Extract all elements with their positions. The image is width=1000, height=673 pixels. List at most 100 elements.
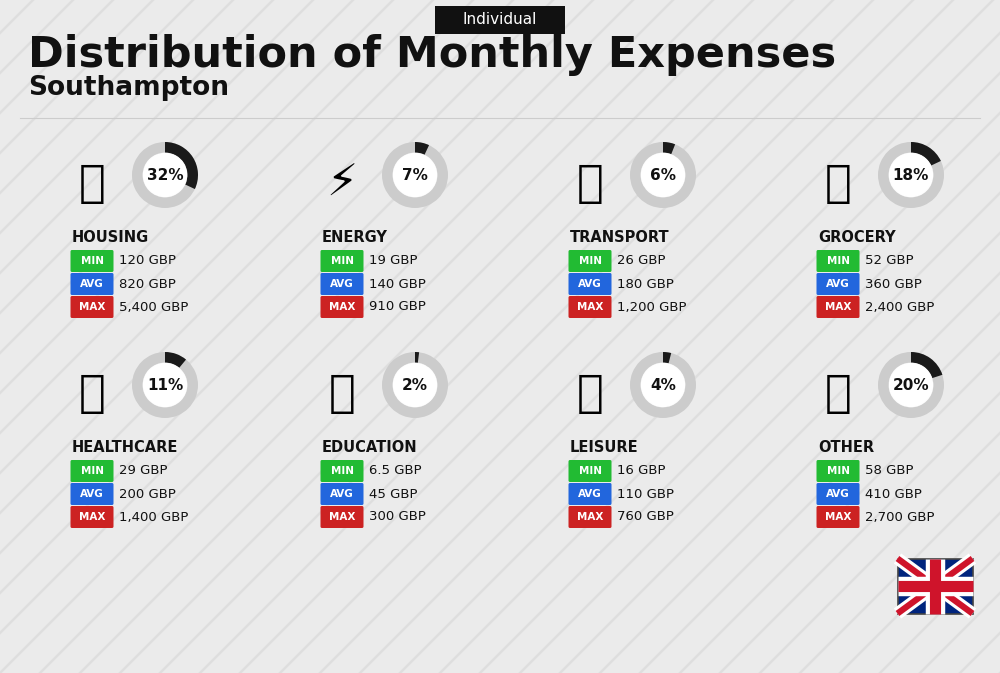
Text: 🏥: 🏥 — [79, 371, 105, 415]
Text: MAX: MAX — [577, 512, 603, 522]
Text: 180 GBP: 180 GBP — [617, 277, 674, 291]
Text: MAX: MAX — [329, 302, 355, 312]
FancyBboxPatch shape — [435, 6, 565, 34]
Text: MIN: MIN — [578, 466, 602, 476]
Text: 120 GBP: 120 GBP — [119, 254, 176, 267]
Text: MIN: MIN — [578, 256, 602, 266]
FancyBboxPatch shape — [816, 460, 860, 482]
Text: 1,200 GBP: 1,200 GBP — [617, 301, 686, 314]
FancyBboxPatch shape — [320, 296, 364, 318]
Circle shape — [890, 153, 932, 197]
Text: 🚌: 🚌 — [577, 162, 603, 205]
FancyBboxPatch shape — [816, 296, 860, 318]
Text: MIN: MIN — [80, 256, 104, 266]
FancyBboxPatch shape — [568, 296, 612, 318]
Text: 45 GBP: 45 GBP — [369, 487, 418, 501]
FancyBboxPatch shape — [898, 559, 972, 614]
FancyBboxPatch shape — [320, 506, 364, 528]
FancyBboxPatch shape — [70, 296, 114, 318]
Wedge shape — [630, 142, 696, 208]
Text: 410 GBP: 410 GBP — [865, 487, 922, 501]
Wedge shape — [132, 142, 198, 208]
Text: ⚡: ⚡ — [326, 162, 358, 205]
Text: 110 GBP: 110 GBP — [617, 487, 674, 501]
Text: MIN: MIN — [826, 466, 850, 476]
Text: Individual: Individual — [463, 13, 537, 28]
Text: AVG: AVG — [80, 279, 104, 289]
FancyBboxPatch shape — [568, 460, 612, 482]
Text: 29 GBP: 29 GBP — [119, 464, 168, 478]
Text: 5,400 GBP: 5,400 GBP — [119, 301, 188, 314]
Text: 16 GBP: 16 GBP — [617, 464, 666, 478]
Wedge shape — [165, 142, 198, 189]
Wedge shape — [878, 142, 944, 208]
Text: 💰: 💰 — [825, 371, 851, 415]
Text: 300 GBP: 300 GBP — [369, 511, 426, 524]
Text: 820 GBP: 820 GBP — [119, 277, 176, 291]
Circle shape — [394, 363, 436, 406]
FancyBboxPatch shape — [320, 250, 364, 272]
Wedge shape — [382, 352, 448, 418]
Text: AVG: AVG — [578, 279, 602, 289]
Circle shape — [642, 363, 684, 406]
Text: AVG: AVG — [826, 279, 850, 289]
Wedge shape — [415, 142, 429, 155]
Text: AVG: AVG — [330, 489, 354, 499]
Wedge shape — [630, 352, 696, 418]
Text: 52 GBP: 52 GBP — [865, 254, 914, 267]
Text: 6.5 GBP: 6.5 GBP — [369, 464, 422, 478]
FancyBboxPatch shape — [320, 273, 364, 295]
FancyBboxPatch shape — [816, 506, 860, 528]
Text: MIN: MIN — [80, 466, 104, 476]
FancyBboxPatch shape — [70, 460, 114, 482]
Text: 4%: 4% — [650, 378, 676, 392]
Text: Southampton: Southampton — [28, 75, 229, 101]
FancyBboxPatch shape — [568, 250, 612, 272]
Text: 🏢: 🏢 — [79, 162, 105, 205]
Wedge shape — [878, 352, 944, 418]
Circle shape — [394, 153, 436, 197]
FancyBboxPatch shape — [816, 273, 860, 295]
Text: 2%: 2% — [402, 378, 428, 392]
Text: OTHER: OTHER — [818, 441, 874, 456]
Text: MAX: MAX — [79, 512, 105, 522]
Text: 58 GBP: 58 GBP — [865, 464, 914, 478]
Text: MIN: MIN — [330, 466, 354, 476]
FancyBboxPatch shape — [70, 506, 114, 528]
Circle shape — [890, 363, 932, 406]
Text: 1,400 GBP: 1,400 GBP — [119, 511, 188, 524]
Text: AVG: AVG — [826, 489, 850, 499]
Text: 760 GBP: 760 GBP — [617, 511, 674, 524]
FancyBboxPatch shape — [70, 250, 114, 272]
FancyBboxPatch shape — [568, 506, 612, 528]
Text: 360 GBP: 360 GBP — [865, 277, 922, 291]
Text: 🛒: 🛒 — [825, 162, 851, 205]
Wedge shape — [415, 352, 419, 363]
Text: 2,700 GBP: 2,700 GBP — [865, 511, 934, 524]
Text: 910 GBP: 910 GBP — [369, 301, 426, 314]
Text: 7%: 7% — [402, 168, 428, 182]
Wedge shape — [911, 352, 942, 378]
FancyBboxPatch shape — [320, 460, 364, 482]
Wedge shape — [165, 352, 186, 367]
Text: 🛍: 🛍 — [577, 371, 603, 415]
FancyBboxPatch shape — [816, 483, 860, 505]
FancyBboxPatch shape — [568, 483, 612, 505]
FancyBboxPatch shape — [816, 250, 860, 272]
Text: MIN: MIN — [330, 256, 354, 266]
Text: TRANSPORT: TRANSPORT — [570, 230, 670, 246]
Text: MIN: MIN — [826, 256, 850, 266]
Text: GROCERY: GROCERY — [818, 230, 896, 246]
FancyBboxPatch shape — [320, 483, 364, 505]
Wedge shape — [911, 142, 941, 166]
FancyBboxPatch shape — [568, 273, 612, 295]
Text: 26 GBP: 26 GBP — [617, 254, 666, 267]
Wedge shape — [663, 142, 675, 154]
Text: AVG: AVG — [578, 489, 602, 499]
Text: 32%: 32% — [147, 168, 183, 182]
Text: HEALTHCARE: HEALTHCARE — [72, 441, 178, 456]
Text: LEISURE: LEISURE — [570, 441, 639, 456]
Text: 20%: 20% — [893, 378, 929, 392]
Wedge shape — [382, 142, 448, 208]
Text: 6%: 6% — [650, 168, 676, 182]
